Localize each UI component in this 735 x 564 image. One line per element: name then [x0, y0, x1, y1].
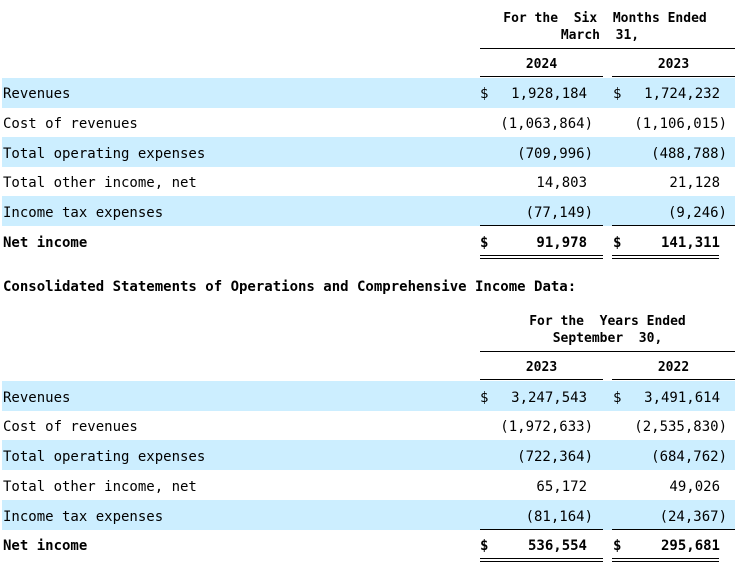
table2-header-rule — [480, 351, 735, 352]
value-2024: (77,149) — [525, 205, 593, 221]
table2-total-rule-a1 — [480, 558, 603, 559]
value-2022: 49,026 — [669, 479, 720, 495]
value-2023: 536,554 — [527, 538, 587, 554]
table2-subtotal-rule-a — [480, 529, 603, 530]
value-2024: 1,928,184 — [511, 86, 587, 102]
value-2022: (24,367) — [659, 509, 727, 525]
table2-band-opex — [2, 440, 735, 470]
row-label: Cost of revenues — [3, 116, 138, 132]
row-label: Revenues — [3, 86, 71, 102]
table2-col-a-rule — [480, 379, 603, 380]
table2-total-rule-a2 — [480, 561, 603, 562]
table1-band-revenues — [2, 78, 735, 108]
table1-band-opex — [2, 137, 735, 167]
table1-band-tax — [2, 196, 735, 226]
dollar-sign: $ — [480, 86, 489, 102]
row-label: Total operating expenses — [3, 146, 206, 162]
table1-col-2024: 2024 — [525, 57, 558, 72]
table1-subtotal-rule-b — [612, 225, 735, 226]
value-2023: 3,247,543 — [511, 390, 587, 406]
row-label: Net income — [3, 235, 88, 251]
value-2023: (9,246) — [667, 205, 727, 221]
table2-col-2022: 2022 — [657, 360, 690, 375]
row-label: Total other income, net — [3, 479, 197, 495]
table1-period-line1: For the Six Months Ended — [503, 11, 707, 26]
row-label: Total other income, net — [3, 175, 197, 191]
table1-col-b-rule — [612, 76, 735, 77]
table2-total-rule-b2 — [612, 561, 719, 562]
value-2022: (2,535,830) — [634, 419, 727, 435]
dollar-sign: $ — [613, 538, 622, 554]
section-title: Consolidated Statements of Operations an… — [3, 279, 577, 295]
row-label: Total operating expenses — [3, 449, 206, 465]
value-2024: (1,063,864) — [500, 116, 593, 132]
dollar-sign: $ — [613, 390, 622, 406]
value-2023: (1,972,633) — [500, 419, 593, 435]
value-2023: (488,788) — [651, 146, 727, 162]
table2-col-b-rule — [612, 379, 735, 380]
table2-total-rule-b1 — [612, 558, 719, 559]
value-2024: (709,996) — [517, 146, 593, 162]
value-2023: (81,164) — [525, 509, 593, 525]
value-2022: (684,762) — [651, 449, 727, 465]
table1-subtotal-rule-a — [480, 225, 603, 226]
value-2023: 65,172 — [536, 479, 587, 495]
table1-total-rule-b1 — [612, 255, 719, 256]
row-label: Income tax expenses — [3, 205, 164, 221]
dollar-sign: $ — [613, 235, 622, 251]
table2-band-tax — [2, 500, 735, 530]
value-2023: 21,128 — [669, 175, 720, 191]
table1-col-a-rule — [480, 76, 603, 77]
row-label: Revenues — [3, 390, 71, 406]
table1-total-rule-b2 — [612, 258, 719, 259]
value-2023: 1,724,232 — [644, 86, 720, 102]
table1-total-rule-a2 — [480, 258, 603, 259]
value-2024: 14,803 — [536, 175, 587, 191]
table1-header-rule — [480, 48, 735, 49]
row-label: Net income — [3, 538, 88, 554]
value-2023: 141,311 — [660, 235, 720, 251]
value-2023: (1,106,015) — [634, 116, 727, 132]
dollar-sign: $ — [613, 86, 622, 102]
value-2024: 91,978 — [536, 235, 587, 251]
table2-col-2023: 2023 — [525, 360, 558, 375]
row-label: Cost of revenues — [3, 419, 138, 435]
table2-period-line2: September 30, — [552, 331, 663, 346]
table2-subtotal-rule-b — [612, 529, 735, 530]
table1-total-rule-a1 — [480, 255, 603, 256]
table2-period-line1: For the Years Ended — [529, 314, 686, 329]
row-label: Income tax expenses — [3, 509, 164, 525]
value-2022: 3,491,614 — [644, 390, 720, 406]
dollar-sign: $ — [480, 538, 489, 554]
dollar-sign: $ — [480, 390, 489, 406]
table1-period-line2: March 31, — [560, 28, 640, 43]
table2-band-revenues — [2, 381, 735, 411]
value-2023: (722,364) — [517, 449, 593, 465]
value-2022: 295,681 — [660, 538, 720, 554]
table1-col-2023: 2023 — [657, 57, 690, 72]
dollar-sign: $ — [480, 235, 489, 251]
